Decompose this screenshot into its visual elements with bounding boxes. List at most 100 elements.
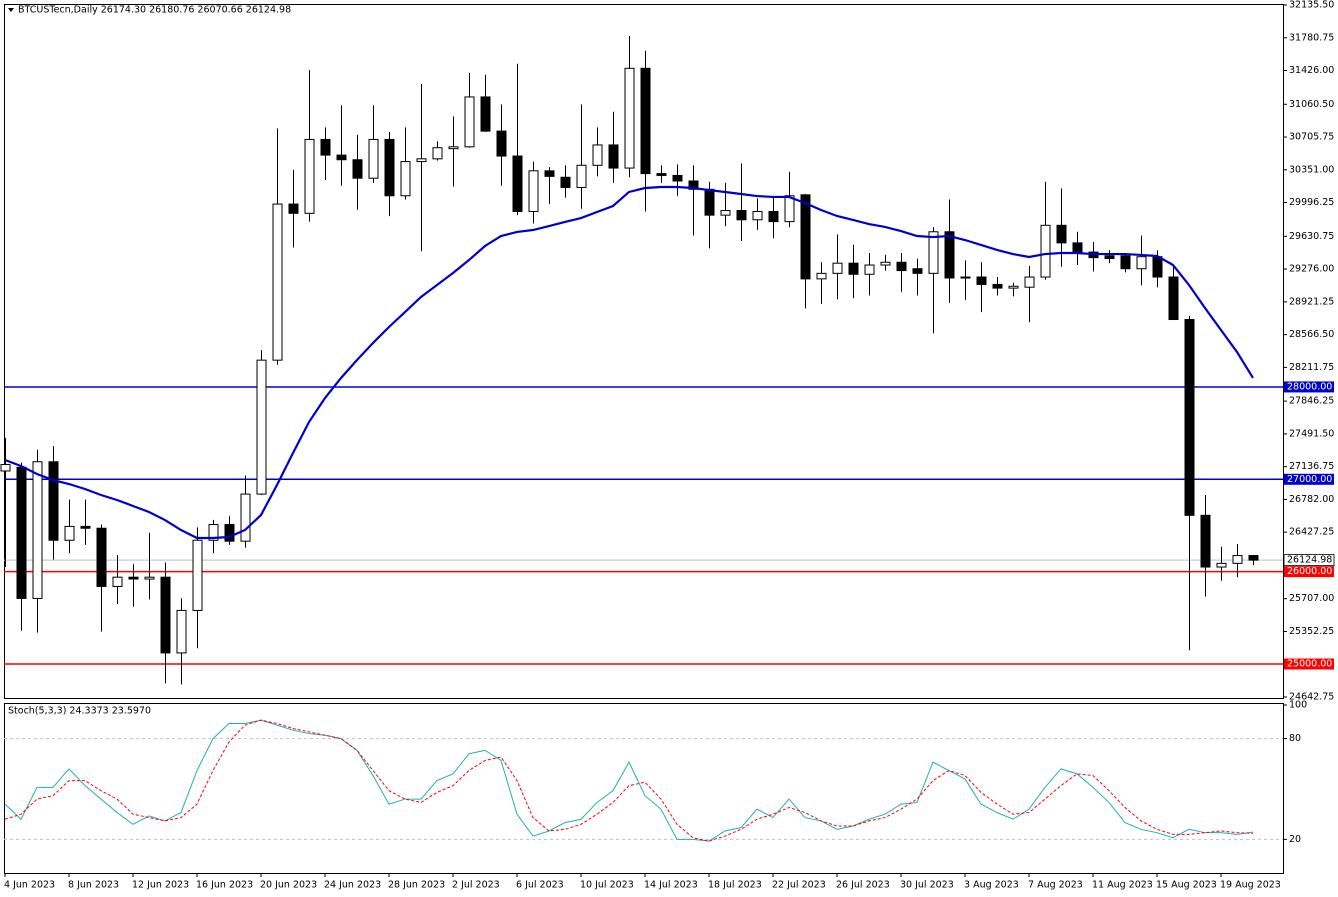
- candle-body: [80, 525, 91, 529]
- y-tick-label: 29996.25: [1289, 197, 1334, 208]
- candle-body: [768, 210, 779, 223]
- candle-body: [1104, 255, 1115, 260]
- y-tick-label: 27491.50: [1289, 428, 1334, 439]
- candle-body: [832, 262, 843, 274]
- candle-body: [336, 154, 347, 161]
- candle-body: [32, 461, 43, 599]
- level-label: 25000.00: [1287, 659, 1332, 670]
- candle-body: [560, 176, 571, 188]
- candle-body: [496, 130, 507, 157]
- x-tick-label: 16 Jun 2023: [196, 880, 253, 891]
- candle-body: [384, 138, 395, 197]
- y-tick-label: 28566.50: [1289, 329, 1334, 340]
- level-label: 26000.00: [1287, 566, 1332, 577]
- y-tick-label: 25352.25: [1289, 626, 1334, 637]
- y-tick-label: 28211.75: [1289, 362, 1334, 373]
- candle-body: [416, 158, 427, 163]
- candle-body: [320, 138, 331, 156]
- candle-body: [848, 262, 859, 275]
- candle-body: [464, 96, 475, 148]
- candle-body: [592, 144, 603, 166]
- indicator-title: Stoch(5,3,3) 24.3373 23.5970: [8, 706, 151, 717]
- level-label-bg: [1284, 473, 1334, 485]
- candle-body: [960, 276, 971, 279]
- candle-body: [96, 527, 107, 587]
- candle-body: [272, 203, 283, 361]
- x-tick-label: 19 Aug 2023: [1220, 880, 1281, 891]
- level-label-bg: [1284, 566, 1334, 578]
- candle-body: [160, 576, 171, 654]
- x-tick-label: 30 Jul 2023: [900, 880, 954, 891]
- x-tick-label: 15 Aug 2023: [1156, 880, 1217, 891]
- candle-body: [784, 195, 795, 223]
- candle-body: [128, 576, 139, 580]
- candle-body: [544, 170, 555, 177]
- y-tick-label: 27846.25: [1289, 396, 1334, 407]
- x-tick-label: 7 Aug 2023: [1028, 880, 1083, 891]
- candle-body: [672, 174, 683, 182]
- y-tick-label: 26427.25: [1289, 527, 1334, 538]
- x-tick-label: 8 Jun 2023: [68, 880, 119, 891]
- candle-body: [688, 180, 699, 190]
- candle-body: [752, 210, 763, 221]
- candle-body: [864, 264, 875, 275]
- candle-body: [1216, 562, 1227, 568]
- candle-body: [1008, 285, 1019, 289]
- candle-body: [0, 464, 11, 472]
- candle-body: [288, 203, 299, 214]
- x-tick-label: 14 Jul 2023: [644, 880, 698, 891]
- y-tick-label: 28921.25: [1289, 296, 1334, 307]
- y-tick-label: 29276.00: [1289, 264, 1334, 275]
- candle-body: [656, 173, 667, 176]
- candle-body: [1056, 224, 1067, 244]
- candle-body: [704, 188, 715, 216]
- candle-body: [192, 539, 203, 611]
- x-tick-label: 11 Aug 2023: [1092, 880, 1153, 891]
- chart-title: BTCUSTecn,Daily 26174.30 26180.76 26070.…: [18, 5, 291, 16]
- candle-body: [400, 161, 411, 197]
- candle-body: [528, 170, 539, 212]
- candle-body: [144, 576, 155, 580]
- x-tick-label: 12 Jun 2023: [132, 880, 189, 891]
- candle-body: [896, 261, 907, 272]
- candle-body: [944, 231, 955, 279]
- y-tick-label: 27136.75: [1289, 461, 1334, 472]
- stoch-pane: [4, 703, 1284, 874]
- level-label-bg: [1284, 658, 1334, 670]
- candle-body: [352, 159, 363, 179]
- x-tick-label: 20 Jun 2023: [260, 880, 317, 891]
- level-label: 27000.00: [1287, 474, 1332, 485]
- candle-body: [1184, 319, 1195, 516]
- candle-body: [48, 461, 59, 541]
- candle-body: [1072, 242, 1083, 253]
- candle-body: [816, 272, 827, 280]
- x-tick-label: 22 Jul 2023: [772, 880, 826, 891]
- x-tick-label: 10 Jul 2023: [580, 880, 634, 891]
- moving-average: [4, 185, 1254, 540]
- candle-body: [1136, 256, 1147, 270]
- x-tick-label: 2 Jul 2023: [452, 880, 500, 891]
- y-tick-label: 24642.75: [1289, 692, 1334, 703]
- candle-body: [624, 67, 635, 169]
- y-tick-label: 20: [1289, 834, 1301, 845]
- candle-body: [928, 231, 939, 274]
- candle-body: [736, 210, 747, 221]
- y-tick-label: 31060.50: [1289, 99, 1334, 110]
- y-tick-label: 29630.75: [1289, 231, 1334, 242]
- candle-body: [1152, 256, 1163, 278]
- candle-body: [208, 524, 219, 541]
- candle-body: [1040, 224, 1051, 278]
- x-tick-label: 26 Jul 2023: [836, 880, 890, 891]
- y-tick-label: 31426.00: [1289, 65, 1334, 76]
- y-tick-label: 31780.75: [1289, 32, 1334, 43]
- y-tick-label: 32135.50: [1289, 0, 1334, 11]
- candle-body: [976, 276, 987, 285]
- y-tick-label: 30351.00: [1289, 164, 1334, 175]
- candle-body: [640, 67, 651, 175]
- candle-body: [176, 609, 187, 654]
- x-tick-label: 3 Aug 2023: [964, 880, 1019, 891]
- menu-arrow[interactable]: [8, 8, 14, 12]
- x-tick-label: 4 Jun 2023: [4, 880, 55, 891]
- y-tick-label: 26782.00: [1289, 494, 1334, 505]
